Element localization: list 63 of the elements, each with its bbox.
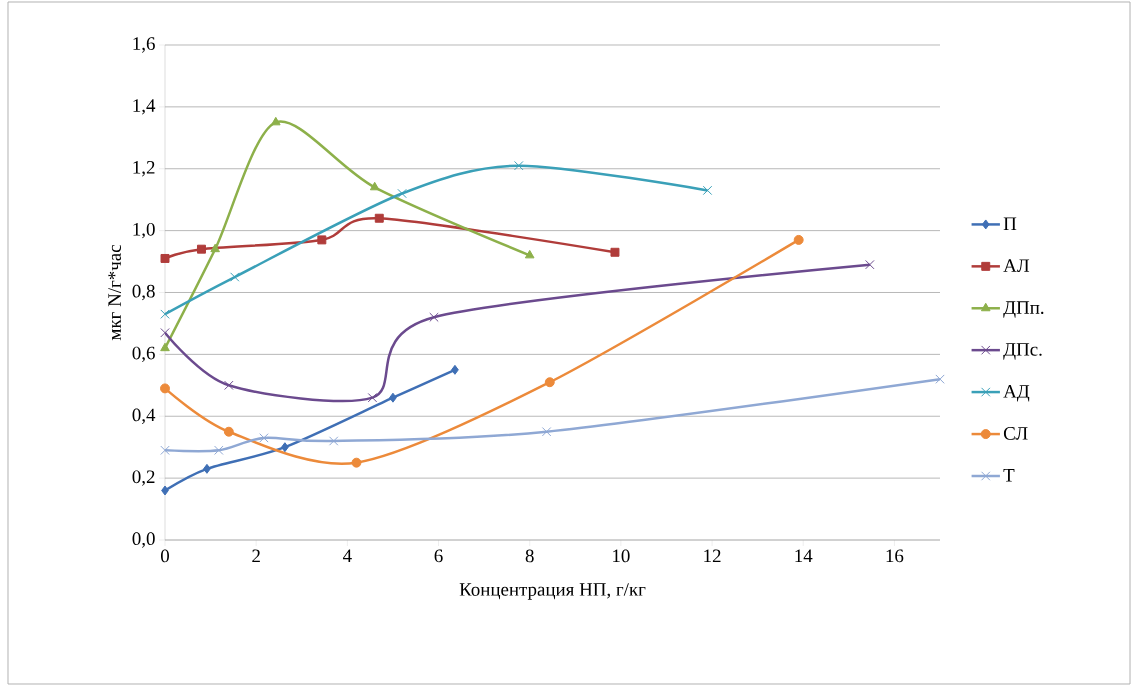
point	[203, 463, 211, 474]
point	[374, 213, 384, 223]
point	[367, 392, 378, 403]
point	[270, 116, 281, 126]
x-tick-label: 10	[613, 549, 630, 563]
legend-label: АД	[1003, 385, 1030, 402]
y-tick-label: 0,8	[132, 284, 155, 301]
y-tick-label: 1,4	[133, 99, 156, 115]
point	[524, 249, 535, 259]
point	[541, 426, 552, 437]
legend-label: АЛ	[1003, 259, 1030, 273]
point	[397, 188, 407, 199]
y-tick-label: 1,0	[133, 222, 155, 239]
point	[196, 244, 206, 254]
point	[429, 312, 439, 322]
point	[610, 247, 620, 257]
y-tick-label: 0,0	[132, 532, 155, 548]
point	[514, 160, 524, 171]
point	[544, 377, 555, 388]
point	[223, 426, 234, 437]
y-axis-title: мкг N/г*час	[108, 245, 121, 341]
y-tick-label: 1,6	[133, 37, 155, 53]
legend-label: ДПп.	[1003, 301, 1044, 318]
x-tick-label: 4	[343, 549, 352, 562]
point	[161, 485, 169, 496]
point	[160, 327, 170, 338]
y-tick-label: 0,4	[132, 408, 156, 424]
legend-label: Т	[1003, 469, 1015, 482]
point	[317, 235, 327, 245]
point	[160, 342, 170, 352]
point	[935, 374, 945, 384]
legend-label: СЛ	[1003, 427, 1028, 440]
x-tick-label: 8	[525, 549, 534, 563]
point	[451, 364, 459, 375]
point	[389, 392, 397, 403]
point	[224, 380, 234, 391]
point	[230, 272, 240, 282]
x-tick-label: 16	[886, 549, 904, 563]
x-tick-label: 12	[704, 549, 721, 563]
point	[210, 243, 220, 253]
x-tick-label: 14	[795, 549, 813, 563]
x-tick-label: 2	[252, 549, 260, 563]
x-tick-label: 6	[434, 549, 443, 563]
y-tick-label: 0,6	[132, 346, 155, 363]
y-tick-label: 1,2	[133, 161, 155, 177]
y-tick-label: 0,2	[132, 470, 155, 486]
point	[328, 436, 339, 446]
point	[793, 234, 804, 245]
point	[865, 259, 875, 270]
point	[214, 445, 224, 456]
legend-label: П	[1003, 217, 1017, 230]
x-axis-title: Концентрация НП, г/кг	[459, 583, 646, 600]
point	[702, 185, 713, 196]
point	[160, 309, 170, 319]
point	[281, 442, 289, 453]
point	[160, 253, 170, 263]
x-tick-label: 0	[160, 549, 169, 563]
point	[160, 383, 170, 394]
point	[259, 433, 269, 443]
legend-label: ДПс.	[1003, 343, 1042, 360]
point	[160, 445, 170, 456]
point	[369, 181, 380, 191]
point	[351, 457, 362, 468]
